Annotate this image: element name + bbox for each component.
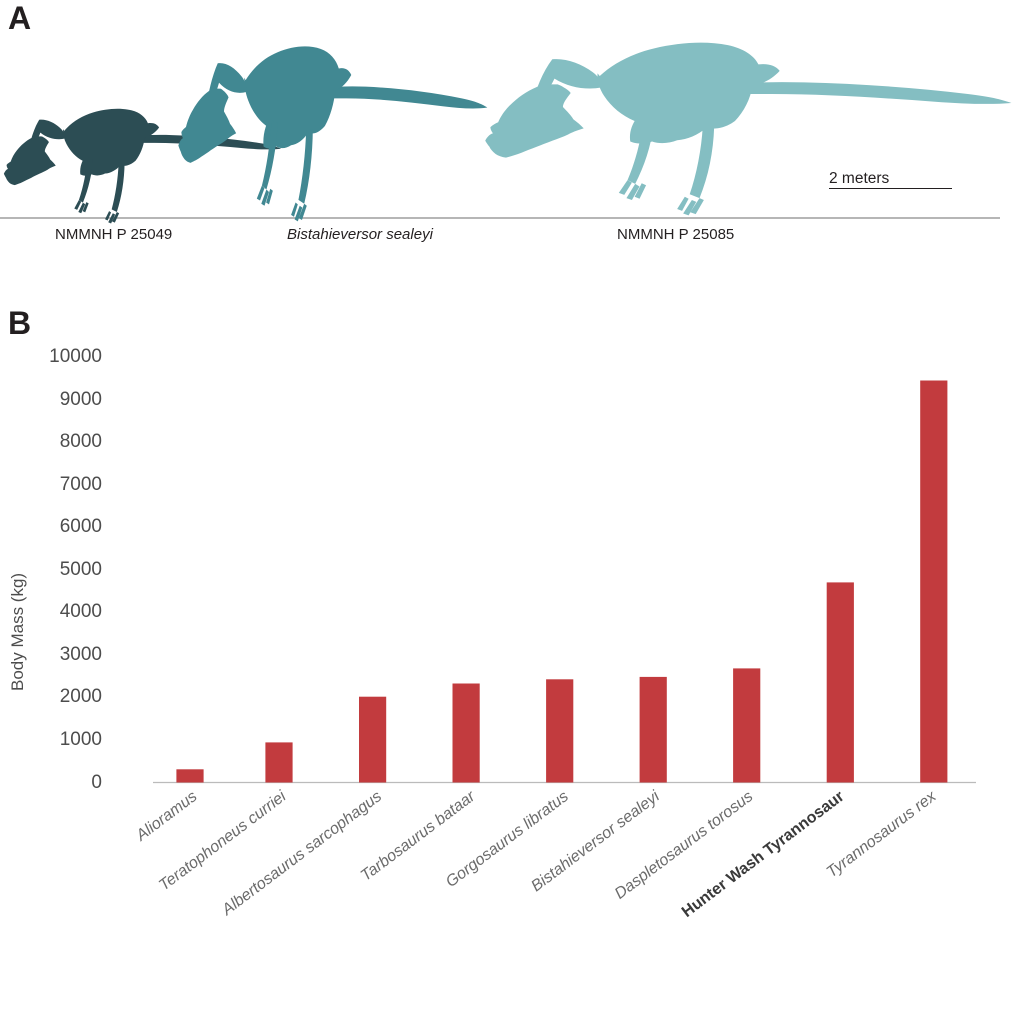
svg-text:2 meters: 2 meters <box>829 170 890 187</box>
